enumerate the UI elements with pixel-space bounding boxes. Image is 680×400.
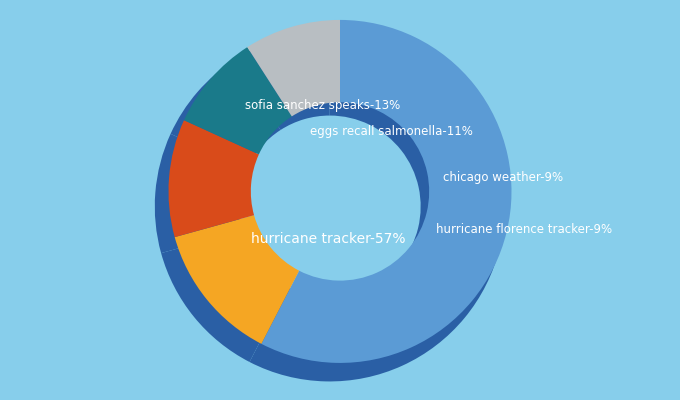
Text: sofia sanchez speaks-13%: sofia sanchez speaks-13% — [245, 99, 401, 112]
Wedge shape — [169, 120, 259, 237]
Text: eggs recall salmonella-11%: eggs recall salmonella-11% — [310, 125, 473, 138]
Text: hurricane florence tracker-9%: hurricane florence tracker-9% — [436, 223, 612, 236]
Wedge shape — [175, 215, 299, 344]
Wedge shape — [184, 47, 292, 154]
Wedge shape — [171, 59, 281, 169]
Wedge shape — [250, 32, 505, 382]
Text: hurricane tracker-57%: hurricane tracker-57% — [251, 232, 405, 246]
Wedge shape — [235, 32, 330, 130]
Wedge shape — [261, 20, 511, 363]
Wedge shape — [248, 20, 340, 116]
Wedge shape — [161, 231, 288, 362]
Text: chicago weather-9%: chicago weather-9% — [443, 171, 563, 184]
Wedge shape — [155, 134, 247, 253]
